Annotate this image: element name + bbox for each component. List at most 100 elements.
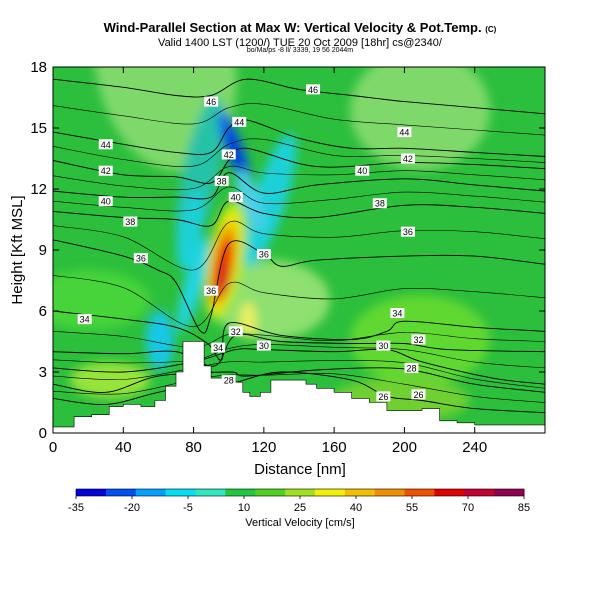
contour-label-text: 32 (231, 327, 241, 337)
velocity-blob (243, 133, 297, 267)
contour-label-bg (306, 84, 321, 95)
contour-label-text: 44 (234, 117, 244, 127)
contour-label: 34 (390, 308, 405, 319)
contour-label: 32 (228, 326, 243, 337)
contour-label-bg (133, 253, 148, 264)
contour-label: 30 (256, 340, 271, 351)
contour-label-bg (390, 308, 405, 319)
contour-label-bg (98, 165, 113, 176)
colorbar-swatch (494, 489, 525, 496)
theta-contour-minor (53, 331, 545, 348)
contour-label-bg (204, 285, 219, 296)
contour-label: 40 (228, 192, 243, 203)
x-tick-label: 0 (49, 439, 57, 456)
velocity-blob (146, 310, 174, 370)
contour-label: 46 (306, 84, 321, 95)
theta-contour-30 (53, 348, 545, 385)
y-tick-label: 12 (30, 181, 47, 198)
velocity-blob (70, 362, 150, 398)
contour-label-bg (123, 216, 138, 227)
colorbar-tick-label: 25 (294, 502, 306, 514)
contour-label-text: 34 (213, 343, 223, 353)
y-tick-label: 9 (39, 242, 47, 259)
colorbar-label: Vertical Velocity [cm/s] (245, 517, 355, 529)
contour-label-bg (204, 96, 219, 107)
colorbar-tick-label: -35 (68, 502, 84, 514)
contour-label: 44 (232, 116, 247, 127)
velocity-blob (53, 270, 150, 330)
contour-label-text: 44 (399, 128, 409, 138)
contour-label-text: 42 (403, 154, 413, 164)
contour-label-text: 36 (259, 250, 269, 260)
y-tick-label: 6 (39, 303, 47, 320)
colorbar-swatch (76, 489, 107, 496)
contour-label: 30 (376, 340, 391, 351)
contour-label-text: 30 (378, 341, 388, 351)
contour-label: 40 (98, 196, 113, 207)
x-tick-label: 160 (322, 439, 347, 456)
theta-contour-46 (53, 78, 545, 115)
contour-label-bg (376, 391, 391, 402)
contour-label-text: 30 (259, 341, 269, 351)
contour-label-bg (400, 153, 415, 164)
theta-contour-28 (53, 367, 545, 393)
contour-label: 42 (400, 153, 415, 164)
colorbar-swatch (225, 489, 256, 496)
contour-label-bg (372, 198, 387, 209)
contour-label-text: 40 (231, 193, 241, 203)
colorbar-tick-label: -5 (183, 502, 193, 514)
contour-label: 40 (355, 165, 370, 176)
contour-label: 42 (98, 165, 113, 176)
colorbar-swatch (285, 489, 316, 496)
y-axis-label: Height [Kft MSL] (9, 195, 26, 304)
chart-note: bo/Ma/ps -8 ll/ 3339, 19 56 2044m (246, 47, 354, 54)
colorbar-swatch (105, 489, 137, 496)
contour-label-bg (400, 226, 415, 237)
contour-label-bg (221, 149, 236, 160)
contour-label: 36 (400, 226, 415, 237)
y-tick-label: 15 (30, 120, 47, 137)
contour-label-bg (411, 334, 426, 345)
contour-labels: 46 46 44 44 44 42 42 42 40 40 40 38 38 38 36 36 36 36 34 34… (77, 84, 426, 402)
contour-label: 34 (211, 342, 226, 353)
contour-label-text: 28 (406, 363, 416, 373)
colorbar-swatch (464, 489, 495, 496)
theta-contour-minor (53, 373, 545, 403)
theta-contour-32 (53, 333, 545, 367)
contour-label-bg (98, 196, 113, 207)
velocity-blob (240, 302, 256, 338)
theta-contour-42 (53, 147, 545, 184)
contour-label-text: 42 (101, 166, 111, 176)
y-tick-label: 3 (39, 364, 47, 381)
contour-label-text: 40 (101, 197, 111, 207)
x-axis-label: Distance [nm] (254, 461, 346, 478)
theta-contour-minor (53, 186, 545, 212)
contour-label: 34 (77, 314, 92, 325)
contour-label-text: 26 (413, 390, 423, 400)
y-tick-label: 0 (39, 425, 47, 442)
contour-label-text: 36 (403, 227, 413, 237)
x-tick-label: 240 (462, 439, 487, 456)
colorbar-tick-label: 40 (350, 502, 362, 514)
contour-label-text: 42 (224, 150, 234, 160)
contour-label-text: 38 (217, 176, 227, 186)
chart-title: Wind-Parallel Section at Max W: Vertical… (103, 20, 497, 35)
contour-label: 26 (376, 391, 391, 402)
velocity-blob (235, 169, 265, 231)
theta-contour-minor (53, 360, 545, 389)
theta-contour-minor (53, 138, 545, 167)
x-tick-label: 200 (392, 439, 417, 456)
theta-contour-26 (53, 371, 545, 414)
colorbar-swatch (195, 489, 226, 496)
contour-label-bg (221, 375, 236, 386)
velocity-blob (177, 236, 209, 334)
x-tick-label: 40 (115, 439, 132, 456)
theta-contour-minor (53, 165, 545, 191)
contour-label-bg (411, 389, 426, 400)
contour-label-bg (228, 192, 243, 203)
potential-temperature-contours (53, 78, 545, 414)
theta-contour-36 (53, 239, 545, 334)
velocity-blob (218, 264, 230, 296)
x-tick-label: 120 (251, 439, 276, 456)
